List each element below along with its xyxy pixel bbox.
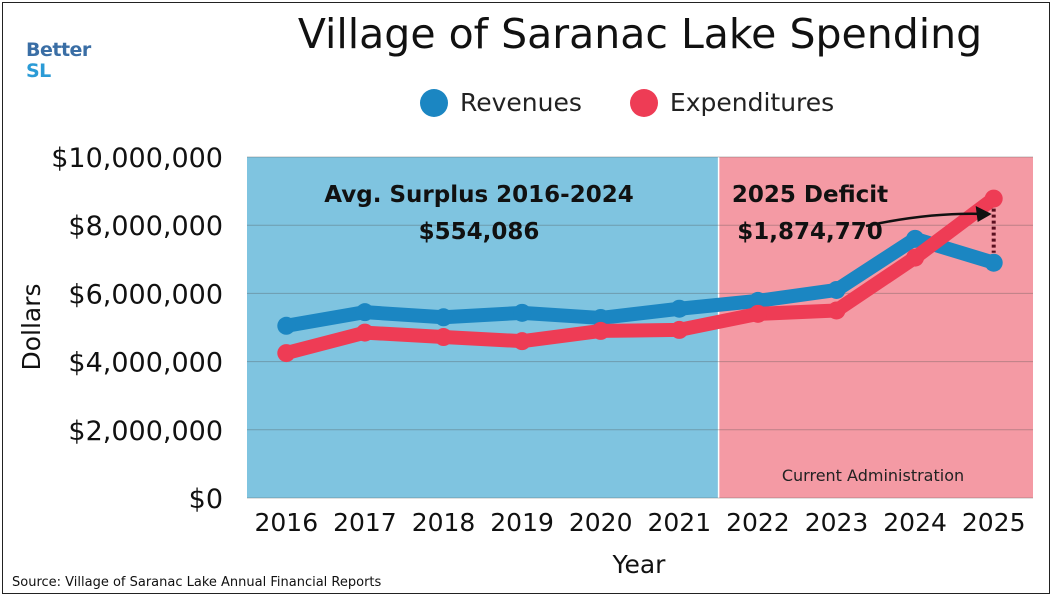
- legend-label-revenues: Revenues: [460, 88, 582, 117]
- y-tick-label: $6,000,000: [68, 279, 223, 310]
- expenditures-point: [434, 328, 453, 347]
- x-tick-label: 2019: [490, 508, 554, 537]
- y-tick-label: $8,000,000: [68, 211, 223, 242]
- x-tick-label: 2025: [962, 508, 1026, 537]
- legend-item-expenditures: Expenditures: [629, 88, 835, 117]
- x-tick-label: 2020: [569, 508, 633, 537]
- chart-legend: Revenues Expenditures: [420, 88, 882, 117]
- expenditures-point: [670, 320, 689, 339]
- revenues-point: [827, 280, 846, 299]
- x-tick-label: 2024: [883, 508, 947, 537]
- y-tick-label: $0: [189, 484, 223, 515]
- revenues-point: [355, 303, 374, 322]
- surplus-annotation-title: Avg. Surplus 2016-2024: [324, 182, 633, 208]
- expenditures-point: [748, 304, 767, 323]
- revenues-point: [906, 229, 925, 248]
- surplus-annotation-value: $554,086: [419, 219, 540, 245]
- deficit-arrow-head: [975, 206, 992, 222]
- expenditures-point: [984, 189, 1003, 208]
- x-tick-label: 2022: [726, 508, 790, 537]
- source-note: Source: Village of Saranac Lake Annual F…: [12, 575, 382, 590]
- revenues-point: [513, 303, 532, 322]
- legend-marker-expenditures: [629, 88, 658, 117]
- chart-title: Village of Saranac Lake Spending: [297, 10, 983, 58]
- revenues-point: [434, 308, 453, 327]
- revenues-point: [670, 299, 689, 318]
- legend-item-revenues: Revenues: [420, 88, 582, 117]
- legend-label-expenditures: Expenditures: [669, 88, 835, 117]
- logo-line-2: SL: [26, 60, 51, 82]
- x-axis-title: Year: [612, 550, 667, 579]
- revenues-point: [277, 316, 296, 335]
- x-tick-label: 2021: [647, 508, 711, 537]
- deficit-arrow-line: [865, 212, 986, 228]
- region-label: Current Administration: [782, 466, 964, 485]
- x-tick-label: 2017: [333, 508, 397, 537]
- x-tick-label: 2016: [254, 508, 318, 537]
- revenues-point: [591, 308, 610, 327]
- expenditures-point: [906, 248, 925, 267]
- expenditures-line: [279, 191, 1001, 361]
- deficit-annotation-value: $1,874,770: [737, 219, 883, 245]
- y-axis-title: Dollars: [17, 283, 46, 370]
- expenditures-point: [591, 321, 610, 340]
- logo-line-1: Better: [26, 39, 91, 61]
- revenues-point: [748, 291, 767, 310]
- x-tick-label: 2023: [805, 508, 869, 537]
- legend-marker-revenues: [420, 88, 448, 117]
- y-tick-label: $10,000,000: [51, 143, 223, 174]
- y-tick-label: $4,000,000: [68, 348, 223, 379]
- expenditures-point: [513, 332, 532, 351]
- expenditures-point: [277, 344, 296, 363]
- y-tick-label: $2,000,000: [68, 416, 223, 447]
- revenues-point: [984, 253, 1003, 272]
- better-sl-logo: Better SL: [26, 40, 91, 82]
- expenditures-point: [355, 323, 374, 342]
- expenditures-point: [827, 301, 846, 320]
- x-tick-label: 2018: [412, 508, 476, 537]
- deficit-annotation-title: 2025 Deficit: [732, 182, 888, 208]
- revenues-line: [279, 231, 1001, 333]
